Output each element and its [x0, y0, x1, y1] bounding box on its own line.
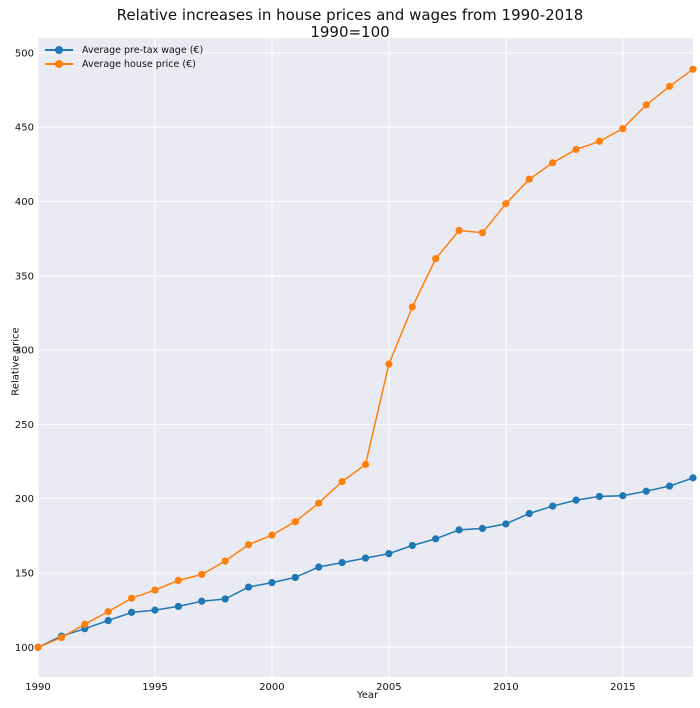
data-point-house	[57, 634, 65, 642]
y-tick-label: 500	[15, 48, 34, 59]
data-point-house	[408, 303, 416, 311]
legend-item-wage: Average pre-tax wage (€)	[44, 43, 203, 57]
data-point-wage	[291, 573, 299, 582]
data-point-house	[666, 82, 674, 90]
x-axis-label: Year	[357, 690, 379, 701]
y-tick-label: 100	[15, 643, 34, 654]
data-point-wage	[244, 583, 253, 591]
legend: Average pre-tax wage (€) Average house p…	[44, 43, 203, 71]
y-tick-label: 350	[15, 271, 34, 282]
y-tick-label: 150	[15, 568, 34, 579]
data-point-wage	[642, 487, 650, 495]
data-point-house	[549, 159, 557, 167]
data-point-wage	[151, 606, 159, 614]
data-point-wage	[549, 502, 557, 510]
chart-title: Relative increases in house prices and w…	[116, 6, 584, 24]
data-point-house	[525, 175, 533, 183]
data-point-wage	[127, 608, 136, 616]
y-axis-label: Relative price	[10, 327, 22, 396]
data-point-wage	[221, 595, 229, 603]
data-point-house	[455, 226, 463, 235]
x-tick-label: 1995	[142, 682, 167, 693]
data-point-wage	[619, 492, 627, 500]
data-point-house	[198, 570, 206, 579]
y-tick-label: 450	[15, 123, 34, 134]
data-point-wage	[385, 550, 393, 558]
data-point-wage	[432, 535, 440, 543]
x-tick-label: 2015	[610, 682, 635, 693]
data-point-house	[244, 541, 253, 549]
data-point-house	[432, 255, 440, 263]
x-tick-label: 1990	[25, 682, 50, 693]
legend-swatch-house	[44, 59, 74, 69]
legend-label-wage: Average pre-tax wage (€)	[82, 44, 204, 56]
data-point-wage	[525, 509, 533, 518]
data-point-house	[619, 125, 627, 133]
data-point-house	[315, 499, 323, 507]
data-point-house	[127, 594, 136, 602]
data-point-house	[642, 101, 650, 109]
data-point-house	[81, 620, 89, 628]
data-point-wage	[689, 474, 697, 482]
data-point-wage	[315, 563, 323, 571]
data-point-house	[338, 477, 346, 486]
data-point-house	[385, 360, 393, 368]
legend-label-house: Average house price (€)	[82, 58, 196, 70]
data-point-house	[502, 200, 510, 208]
data-point-wage	[595, 492, 604, 501]
data-point-house	[478, 229, 487, 237]
data-point-wage	[478, 524, 487, 532]
legend-item-house: Average house price (€)	[44, 57, 203, 71]
data-point-wage	[174, 602, 182, 611]
data-point-house	[291, 518, 299, 526]
data-point-house	[34, 643, 42, 651]
y-tick-label: 200	[15, 494, 34, 505]
y-tick-label: 400	[15, 197, 34, 208]
data-point-wage	[361, 554, 370, 562]
data-point-house	[174, 576, 182, 585]
data-point-house	[221, 557, 229, 565]
data-point-house	[268, 531, 276, 539]
data-point-house	[361, 460, 370, 469]
data-point-house	[595, 137, 604, 145]
data-point-house	[572, 145, 580, 154]
data-point-wage	[198, 597, 206, 605]
data-point-wage	[268, 579, 276, 587]
data-point-house	[104, 608, 112, 616]
x-tick-label: 2000	[259, 682, 284, 693]
y-tick-label: 250	[15, 420, 34, 431]
legend-swatch-wage	[44, 45, 74, 55]
data-point-wage	[408, 541, 416, 550]
data-point-wage	[338, 558, 346, 567]
data-point-wage	[104, 616, 112, 625]
data-point-wage	[455, 526, 463, 534]
data-point-wage	[502, 520, 510, 528]
x-tick-label: 2005	[376, 682, 401, 693]
data-point-wage	[666, 482, 674, 490]
data-point-wage	[572, 496, 580, 504]
data-point-house	[689, 65, 697, 73]
plot-background	[38, 38, 693, 677]
y-tick-label: 300	[15, 346, 34, 357]
chart-subtitle: 1990=100	[310, 23, 390, 41]
x-tick-label: 2010	[493, 682, 518, 693]
data-point-house	[151, 586, 159, 594]
